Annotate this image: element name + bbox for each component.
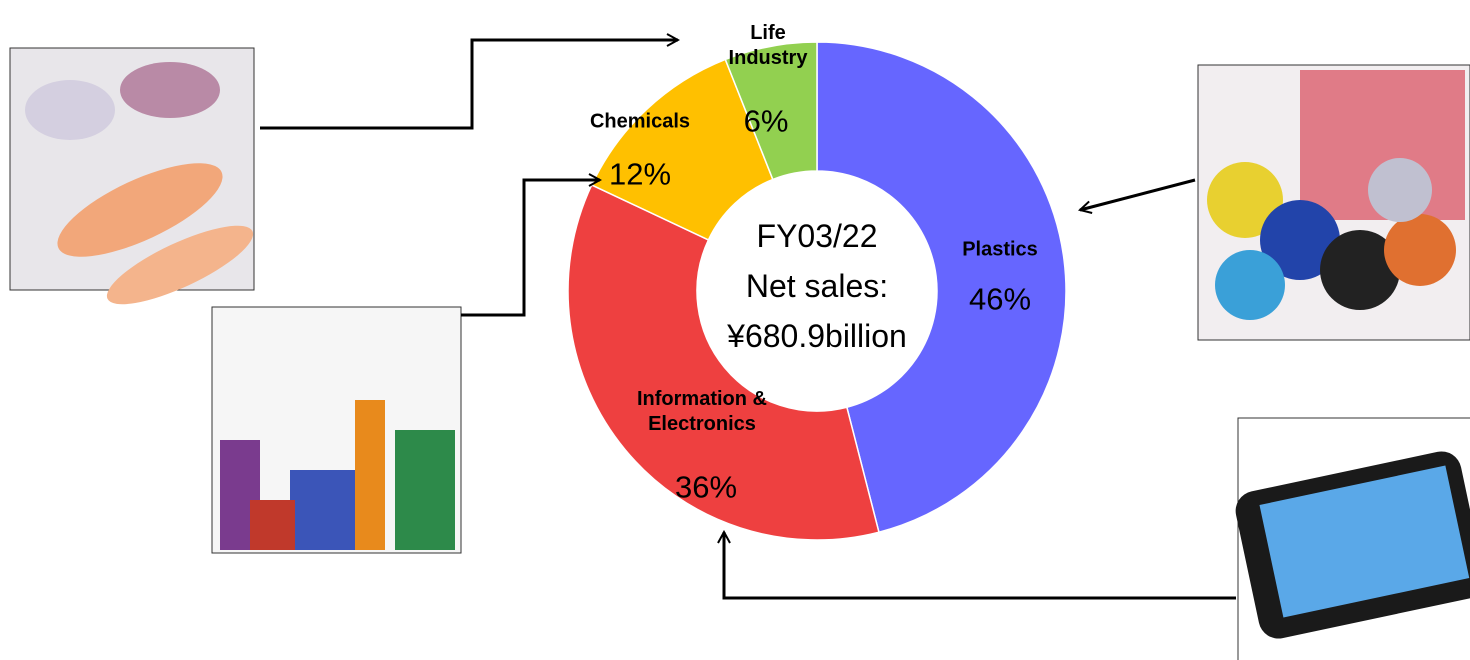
category-label: Life Industry xyxy=(728,22,808,69)
slice xyxy=(724,41,818,181)
photo-plastics xyxy=(1197,64,1470,341)
value-label: 46% xyxy=(968,281,1032,317)
value-label: 36% xyxy=(674,469,738,505)
slice xyxy=(590,58,774,241)
value-label: 6% xyxy=(743,103,789,139)
photo-electronics xyxy=(1235,417,1470,660)
category-label: Plastics xyxy=(962,238,1038,261)
connectors xyxy=(260,40,1236,600)
category-label: Information & Electronics xyxy=(637,388,767,435)
center-text: ¥680.9billion xyxy=(727,318,907,354)
slice xyxy=(816,41,1067,534)
center-text: Net sales: xyxy=(745,268,889,304)
slice xyxy=(567,183,880,541)
photo-chemicals xyxy=(211,306,462,554)
donut xyxy=(567,41,1067,541)
value-label: 12% xyxy=(608,156,672,192)
photo-life xyxy=(9,47,255,305)
category-label: Chemicals xyxy=(589,110,691,133)
center-text: FY03/22 xyxy=(756,218,878,254)
